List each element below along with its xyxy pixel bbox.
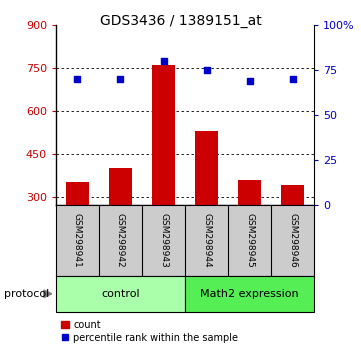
Text: Math2 expression: Math2 expression (200, 289, 299, 299)
Bar (152, 65, 175, 205)
Text: GSM298943: GSM298943 (159, 213, 168, 268)
Text: control: control (101, 289, 140, 299)
Text: GDS3436 / 1389151_at: GDS3436 / 1389151_at (100, 14, 261, 28)
Bar (238, 179, 261, 205)
Text: GSM298945: GSM298945 (245, 213, 254, 268)
Point (204, 67, 209, 73)
Text: GSM298941: GSM298941 (73, 213, 82, 268)
Point (161, 58, 166, 64)
Bar (56, 276, 185, 312)
Point (75, 76, 81, 82)
Bar (109, 168, 132, 205)
Text: protocol: protocol (4, 289, 49, 299)
Bar (66, 182, 89, 205)
Text: GSM298944: GSM298944 (202, 213, 211, 268)
Bar (195, 131, 218, 205)
Legend: count, percentile rank within the sample: count, percentile rank within the sample (61, 320, 239, 343)
Bar (281, 185, 304, 205)
Text: GSM298946: GSM298946 (288, 213, 297, 268)
Point (118, 76, 123, 82)
Point (290, 76, 295, 82)
Bar (185, 276, 314, 312)
Point (247, 78, 252, 84)
Text: GSM298942: GSM298942 (116, 213, 125, 268)
